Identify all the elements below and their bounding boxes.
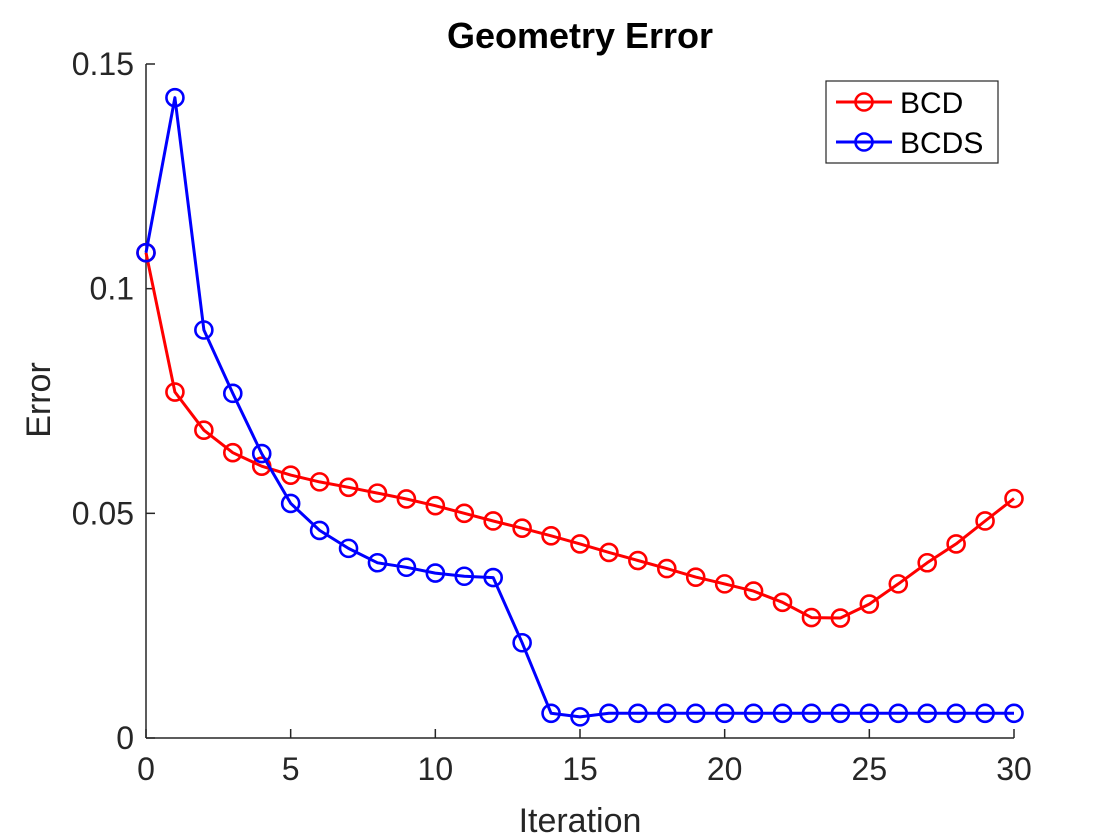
data-point-bcds — [223, 383, 243, 404]
data-point-bcds — [656, 703, 677, 724]
data-point-bcd — [280, 465, 301, 485]
legend-marker-bcd — [854, 92, 874, 112]
data-point-bcds — [280, 493, 301, 514]
data-point-bcd — [541, 525, 561, 546]
data-point-bcds — [165, 87, 185, 108]
data-point-bcds — [772, 703, 793, 724]
data-point-bcd — [714, 574, 735, 594]
legend-label-bcds: BCDS — [900, 127, 983, 160]
legend-label-bcd: BCD — [900, 87, 963, 120]
series-line-bcd — [144, 252, 1015, 620]
data-point-bcd — [743, 581, 764, 601]
data-point-bcd — [685, 567, 706, 587]
data-point-bcd — [454, 503, 475, 524]
data-point-bcds — [425, 563, 446, 583]
data-point-bcd — [396, 489, 417, 509]
x-tick-label: 15 — [562, 751, 598, 787]
data-point-bcds — [570, 707, 590, 727]
data-point-bcd — [656, 558, 677, 579]
data-point-bcds — [1004, 703, 1024, 724]
y-tick-label: 0.15 — [72, 46, 134, 82]
series-layer — [136, 87, 1024, 727]
data-point-bcd — [599, 542, 619, 563]
data-point-bcds — [512, 632, 532, 653]
x-axis-label: Iteration — [519, 802, 642, 840]
data-point-bcds — [830, 703, 851, 724]
series-line-bcds — [144, 96, 1014, 719]
data-point-bcd — [165, 382, 185, 402]
data-point-bcd — [223, 442, 243, 463]
data-point-bcds — [454, 566, 475, 587]
data-point-bcd — [946, 534, 966, 554]
data-point-bcds — [743, 703, 764, 724]
data-point-bcds — [859, 703, 880, 724]
data-point-bcd — [801, 607, 822, 628]
x-tick-label: 25 — [852, 751, 888, 787]
data-point-bcd — [888, 574, 909, 594]
y-tick-label: 0.1 — [90, 271, 134, 307]
data-point-bcds — [396, 557, 417, 578]
data-point-bcds — [917, 703, 938, 724]
chart-title: Geometry Error — [447, 15, 713, 56]
data-point-bcd — [917, 552, 938, 573]
data-point-bcd — [570, 534, 590, 554]
data-point-bcd — [483, 511, 504, 531]
x-tick-label: 0 — [137, 751, 155, 787]
data-point-bcd — [194, 420, 214, 441]
data-point-bcd — [512, 518, 532, 538]
x-tick-label: 30 — [996, 751, 1032, 787]
data-point-bcds — [801, 703, 822, 724]
data-point-bcd — [975, 511, 995, 531]
data-point-bcd — [338, 477, 359, 498]
data-point-bcds — [685, 703, 706, 724]
data-point-bcd — [859, 594, 880, 614]
legend-box — [825, 80, 999, 164]
data-point-bcds — [483, 567, 504, 588]
data-point-bcd — [628, 550, 648, 571]
data-point-bcds — [714, 703, 735, 724]
data-point-bcd — [830, 608, 851, 628]
y-axis-label: Error — [20, 362, 58, 438]
legend-marker-bcds — [854, 132, 874, 152]
data-point-bcds — [309, 520, 330, 541]
data-point-bcd — [309, 472, 330, 492]
data-point-bcds — [194, 320, 214, 340]
y-tick-label: 0.05 — [72, 495, 134, 531]
data-point-bcds — [888, 703, 909, 724]
y-tick-label: 0 — [116, 720, 134, 756]
x-tick-label: 5 — [282, 751, 300, 787]
data-point-bcds — [541, 703, 561, 724]
data-point-bcd — [367, 483, 388, 503]
data-point-bcd — [772, 592, 793, 613]
data-point-bcds — [251, 443, 272, 464]
data-point-bcds — [367, 552, 388, 573]
data-point-bcds — [136, 242, 156, 263]
data-point-bcds — [946, 703, 966, 724]
data-point-bcds — [628, 703, 648, 724]
x-tick-label: 10 — [418, 751, 454, 787]
axes: 0 5 10 15 20 25 30 0 0.05 0.1 0.15 — [72, 46, 1032, 787]
data-point-bcd — [425, 495, 446, 516]
data-point-bcd — [1004, 488, 1024, 509]
legend: BCD BCDS — [825, 80, 999, 164]
x-tick-label: 20 — [707, 751, 743, 787]
data-point-bcds — [975, 703, 995, 724]
data-point-bcds — [599, 703, 619, 724]
data-point-bcds — [338, 538, 359, 559]
